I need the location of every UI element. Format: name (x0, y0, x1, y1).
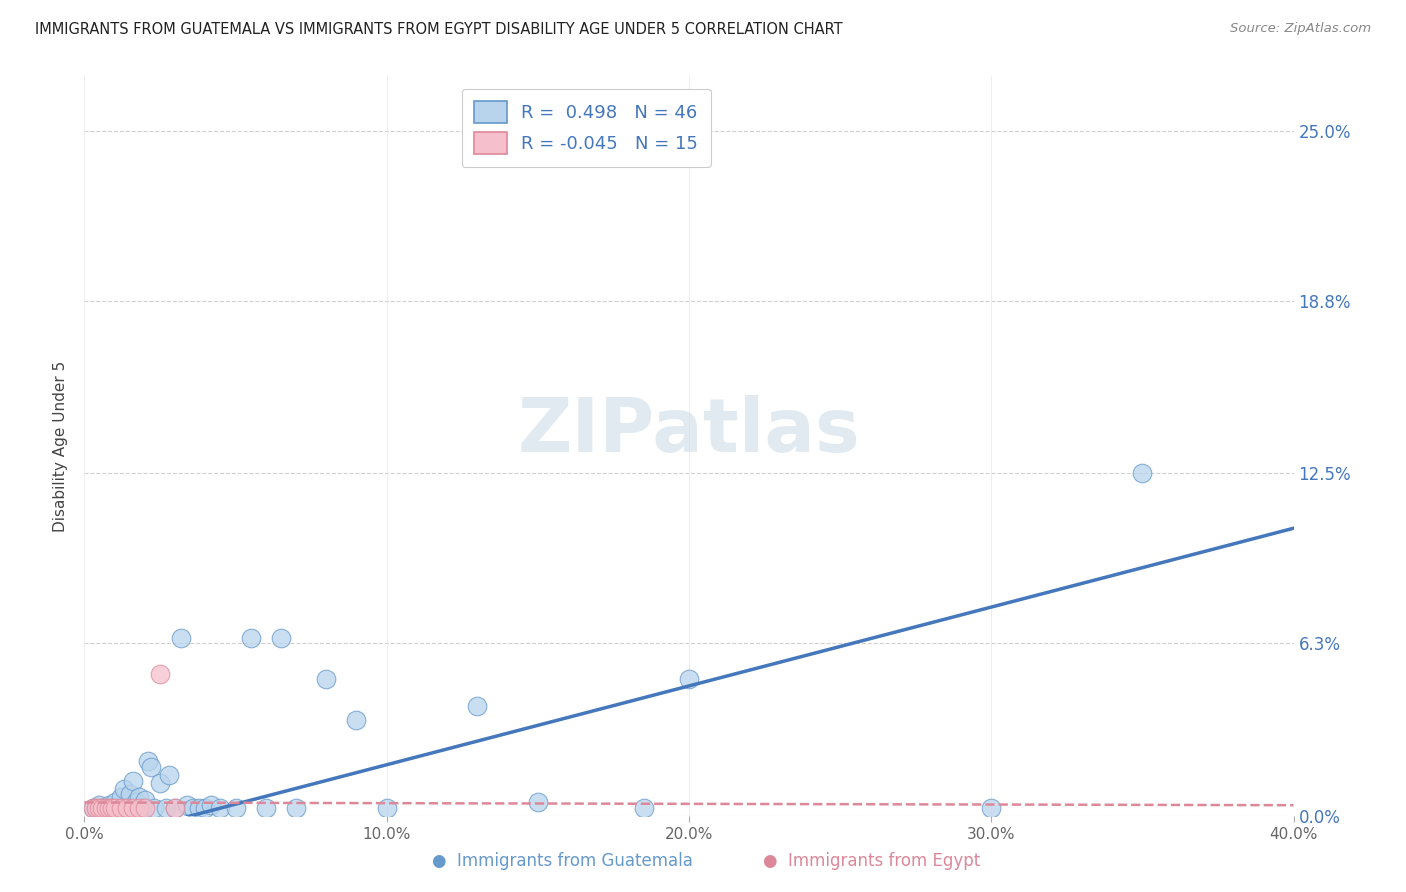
Point (980, 801, 1002, 815)
Point (94, 804, 117, 818)
Point (97, 801, 120, 815)
Text: IMMIGRANTS FROM GUATEMALA VS IMMIGRANTS FROM EGYPT DISABILITY AGE UNDER 5 CORREL: IMMIGRANTS FROM GUATEMALA VS IMMIGRANTS … (35, 22, 842, 37)
Point (125, 796, 148, 810)
Point (375, 801, 398, 815)
Point (89, 798, 111, 813)
Point (188, 801, 211, 815)
Point (157, 768, 180, 782)
Point (82, 801, 104, 815)
Point (285, 801, 308, 815)
Point (315, 672, 337, 686)
Point (128, 801, 150, 815)
Point (94, 801, 117, 815)
Point (110, 801, 132, 815)
Point (194, 801, 217, 815)
Point (86, 801, 108, 815)
Point (115, 801, 138, 815)
Point (467, 699, 489, 714)
Text: ZIPatlas: ZIPatlas (517, 394, 860, 467)
Point (112, 781, 135, 796)
Point (155, 801, 177, 815)
Text: Source: ZipAtlas.com: Source: ZipAtlas.com (1230, 22, 1371, 36)
Point (100, 801, 122, 815)
Point (97, 798, 120, 813)
Point (121, 773, 143, 788)
Point (131, 801, 153, 815)
Point (209, 801, 232, 815)
Point (118, 787, 141, 801)
Point (142, 801, 165, 815)
Y-axis label: Disability Age Under 5: Disability Age Under 5 (53, 360, 69, 532)
Point (134, 801, 156, 815)
Point (91, 801, 114, 815)
Point (115, 801, 138, 815)
Point (86, 801, 108, 815)
Point (104, 801, 127, 815)
Legend: R =  0.498   N = 46, R = -0.045   N = 15: R = 0.498 N = 46, R = -0.045 N = 15 (461, 88, 710, 167)
Point (139, 760, 162, 774)
Point (91, 801, 114, 815)
Point (633, 801, 655, 815)
Point (170, 631, 193, 645)
Point (176, 798, 198, 813)
Point (121, 801, 143, 815)
Point (149, 666, 172, 681)
Point (149, 776, 172, 790)
Point (107, 801, 129, 815)
Point (270, 631, 292, 645)
Point (165, 801, 187, 815)
Point (134, 793, 156, 807)
Point (110, 789, 132, 804)
Point (82, 801, 104, 815)
Point (165, 801, 187, 815)
Point (225, 801, 247, 815)
Point (527, 796, 550, 810)
Point (136, 755, 159, 769)
Point (128, 789, 150, 804)
Point (100, 801, 122, 815)
Text: ●  Immigrants from Egypt: ● Immigrants from Egypt (763, 852, 980, 870)
Point (89, 801, 111, 815)
Point (104, 796, 127, 810)
Point (254, 801, 277, 815)
Point (1130, 467, 1153, 481)
Point (181, 801, 204, 815)
Point (239, 631, 262, 645)
Point (200, 798, 222, 813)
Point (678, 672, 700, 686)
Point (346, 713, 368, 727)
Text: ●  Immigrants from Guatemala: ● Immigrants from Guatemala (432, 852, 693, 870)
